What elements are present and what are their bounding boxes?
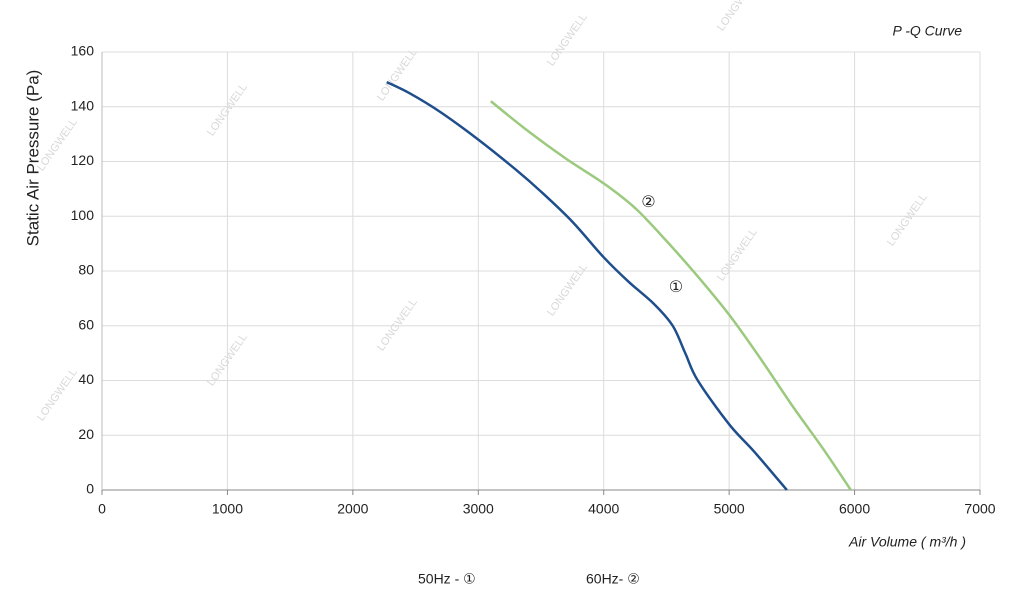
y-tick-label: 140 — [71, 97, 95, 113]
chart-title: P -Q Curve — [893, 23, 963, 39]
y-tick-label: 160 — [71, 43, 95, 59]
y-tick-label: 40 — [78, 371, 94, 387]
x-axis-label: Air Volume ( m³/h ) — [848, 534, 966, 550]
x-tick-label: 7000 — [964, 501, 995, 517]
watermark: LONGWELL — [885, 191, 930, 248]
y-tick-label: 100 — [71, 207, 95, 223]
y-tick-label: 60 — [78, 316, 94, 332]
y-tick-label: 80 — [78, 262, 94, 278]
series-line — [490, 100, 852, 491]
series-line — [386, 80, 788, 491]
watermark: LONGWELL — [375, 296, 420, 353]
x-tick-label: 1000 — [212, 501, 243, 517]
legend-entry: 60Hz- ② — [586, 571, 640, 587]
x-tick-label: 0 — [98, 501, 106, 517]
watermark: LONGWELL — [715, 0, 760, 33]
legend-entry: 50Hz - ① — [418, 571, 476, 587]
x-tick-label: 3000 — [463, 501, 494, 517]
y-tick-label: 120 — [71, 152, 95, 168]
x-tick-label: 6000 — [839, 501, 870, 517]
watermark: LONGWELL — [545, 261, 590, 318]
y-tick-label: 20 — [78, 426, 94, 442]
watermark: LONGWELL — [715, 226, 760, 283]
watermark: LONGWELL — [35, 366, 80, 423]
watermark: LONGWELL — [545, 11, 590, 68]
watermark-layer: LONGWELL LONGWELL LONGWELL LONGWELL LONGWELL… — [35, 0, 930, 423]
x-tick-label: 5000 — [714, 501, 745, 517]
y-axis-label: Static Air Pressure (Pa) — [23, 70, 42, 247]
x-tick-label: 2000 — [337, 501, 368, 517]
x-tick-label: 4000 — [588, 501, 619, 517]
y-tick-label: 0 — [86, 481, 94, 497]
curve-label: ② — [641, 194, 655, 211]
curve-label: ① — [669, 279, 683, 296]
